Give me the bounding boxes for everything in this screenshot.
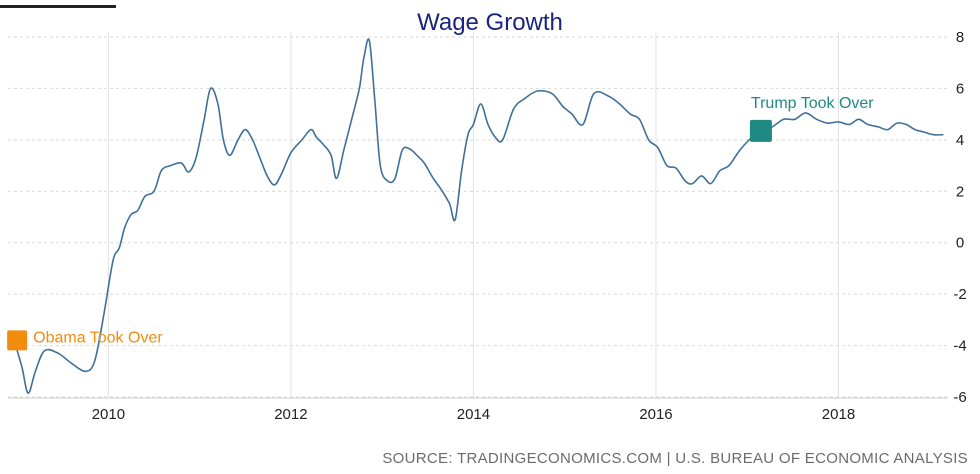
chart-title: Wage Growth <box>417 9 563 36</box>
x-axis-ticks: 2010 2012 2014 2016 2018 <box>92 406 855 423</box>
vertical-gridlines <box>8 32 948 399</box>
y-tick-label: 6 <box>956 80 964 97</box>
x-tick-label: 2014 <box>457 406 490 423</box>
y-tick-label: 2 <box>956 183 964 200</box>
annotation-marker <box>749 119 772 142</box>
y-tick-label: 0 <box>956 235 964 252</box>
annotation-label: Trump Took Over <box>751 95 874 112</box>
y-tick-label: 4 <box>956 132 964 149</box>
annotation-layer: Obama Took Over Trump Took Over <box>7 95 874 351</box>
x-tick-label: 2018 <box>822 406 855 423</box>
y-tick-label: 8 <box>956 29 964 46</box>
annotation-marker <box>7 330 28 351</box>
x-tick-label: 2016 <box>639 406 672 423</box>
horizontal-gridlines <box>8 36 948 398</box>
annotation-label: Obama Took Over <box>33 329 163 346</box>
y-axis-ticks: 8 6 4 2 0 -2 -4 -6 <box>953 29 966 406</box>
y-tick-label: -6 <box>953 389 966 406</box>
source-note: SOURCE: TRADINGECONOMICS.COM | U.S. BURE… <box>382 450 968 467</box>
x-tick-label: 2010 <box>92 406 125 423</box>
y-tick-label: -2 <box>953 286 966 303</box>
x-tick-label: 2012 <box>274 406 307 423</box>
y-tick-label: -4 <box>953 338 966 355</box>
corner-bar <box>0 5 116 8</box>
